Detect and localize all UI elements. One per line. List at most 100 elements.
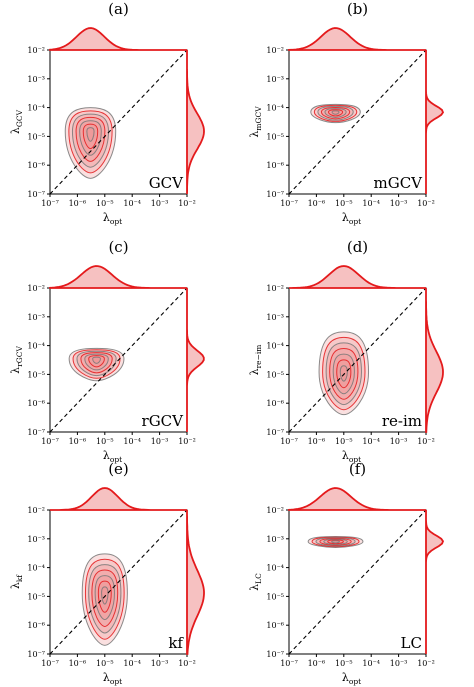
identity-line xyxy=(50,50,187,194)
x-tick-label: 10⁻² xyxy=(178,437,196,446)
y-axis-label-sub: mGCV xyxy=(254,106,263,131)
x-axis-label-sub: opt xyxy=(110,455,122,464)
plot-area xyxy=(289,510,426,654)
y-tick-label: 10⁻⁷ xyxy=(27,650,45,659)
x-axis-label-sub: opt xyxy=(110,217,122,226)
x-tick-label: 10⁻³ xyxy=(390,199,408,208)
y-tick-label: 10⁻⁵ xyxy=(27,370,45,379)
x-axis-label-sub: opt xyxy=(349,677,361,686)
x-axis-label-sub: opt xyxy=(349,217,361,226)
plot-area xyxy=(50,510,187,654)
panel-label: (e) xyxy=(108,460,129,478)
y-tick-label: 10⁻⁷ xyxy=(266,650,284,659)
y-tick-label: 10⁻⁴ xyxy=(27,564,45,573)
x-marginal-density xyxy=(288,27,426,51)
y-marginal-density xyxy=(186,288,205,432)
y-tick-label: 10⁻³ xyxy=(266,75,284,84)
x-tick-label: 10⁻⁶ xyxy=(69,199,87,208)
density-contour xyxy=(92,356,101,364)
x-tick-label: 10⁻³ xyxy=(151,437,169,446)
x-axis-label: λopt xyxy=(103,671,122,686)
x-marginal-density xyxy=(288,487,426,511)
x-tick-label: 10⁻⁴ xyxy=(362,659,380,668)
plot-area xyxy=(50,50,187,194)
x-tick-label: 10⁻³ xyxy=(390,437,408,446)
y-tick-label: 10⁻⁵ xyxy=(266,370,284,379)
x-tick-label: 10⁻³ xyxy=(151,659,169,668)
x-tick-label: 10⁻⁶ xyxy=(308,659,326,668)
y-tick-label: 10⁻³ xyxy=(266,535,284,544)
x-tick-label: 10⁻² xyxy=(178,659,196,668)
method-label: re-im xyxy=(382,412,422,430)
identity-line xyxy=(289,510,426,654)
y-tick-label: 10⁻² xyxy=(266,506,284,515)
method-label: LC xyxy=(401,634,422,652)
y-tick-label: 10⁻² xyxy=(266,284,284,293)
density-contour xyxy=(84,353,109,371)
x-tick-label: 10⁻⁷ xyxy=(280,659,298,668)
y-tick-label: 10⁻² xyxy=(27,284,45,293)
x-tick-label: 10⁻⁴ xyxy=(123,659,141,668)
y-tick-label: 10⁻⁵ xyxy=(27,592,45,601)
y-axis-label: λGCV xyxy=(9,109,24,134)
density-contour xyxy=(313,104,358,122)
y-tick-label: 10⁻⁶ xyxy=(27,161,45,170)
density-contour xyxy=(68,347,125,382)
x-tick-label: 10⁻⁶ xyxy=(69,659,87,668)
x-tick-label: 10⁻² xyxy=(178,199,196,208)
y-tick-label: 10⁻² xyxy=(27,506,45,515)
y-marginal-density xyxy=(425,288,444,433)
method-label: kf xyxy=(168,634,184,652)
density-contour xyxy=(94,575,115,621)
panel-2: (b) 10⁻⁷10⁻⁷ 10⁻⁶ 10⁻⁶ 10⁻⁵ 10⁻⁵ 10⁻⁴ 10⁻⁴ 10⁻³ 1… xyxy=(248,0,445,226)
x-tick-label: 10⁻⁷ xyxy=(41,437,59,446)
panel-3: (c) 10⁻⁷10⁻⁷ 10⁻⁶ 10⁻⁶ 10⁻⁵ 10⁻⁵ 10⁻⁴ 10⁻⁴ 10⁻³ 1… xyxy=(9,238,205,464)
y-tick-label: 10⁻⁷ xyxy=(27,428,45,437)
y-marginal-density xyxy=(186,510,205,655)
panel-label: (f) xyxy=(349,460,366,478)
y-tick-label: 10⁻⁶ xyxy=(266,161,284,170)
x-marginal-density xyxy=(49,27,187,51)
y-tick-label: 10⁻⁶ xyxy=(27,621,45,630)
density-contour xyxy=(84,558,125,640)
identity-line xyxy=(50,288,187,432)
x-marginal-density xyxy=(49,265,187,289)
y-tick-label: 10⁻⁷ xyxy=(27,190,45,199)
x-axis-label-sub: opt xyxy=(110,677,122,686)
y-axis-label-sub: GCV xyxy=(15,109,24,127)
density-contour xyxy=(322,336,366,411)
x-tick-label: 10⁻⁴ xyxy=(362,199,380,208)
y-tick-label: 10⁻² xyxy=(266,46,284,55)
panel-6: (f) 10⁻⁷10⁻⁷ 10⁻⁶ 10⁻⁶ 10⁻⁵ 10⁻⁵ 10⁻⁴ 10⁻⁴ 10⁻³ 1… xyxy=(248,460,445,686)
y-tick-label: 10⁻³ xyxy=(266,313,284,322)
y-tick-label: 10⁻⁵ xyxy=(266,132,284,141)
method-label: mGCV xyxy=(373,174,423,192)
y-tick-label: 10⁻⁷ xyxy=(266,190,284,199)
y-marginal-density xyxy=(425,50,445,194)
y-tick-label: 10⁻⁴ xyxy=(27,104,45,113)
y-tick-label: 10⁻⁴ xyxy=(266,564,284,573)
x-tick-label: 10⁻⁵ xyxy=(335,199,353,208)
x-tick-label: 10⁻³ xyxy=(390,659,408,668)
panel-label: (d) xyxy=(347,238,368,256)
y-tick-label: 10⁻⁶ xyxy=(266,621,284,630)
identity-line xyxy=(50,510,187,654)
x-tick-label: 10⁻⁷ xyxy=(41,199,59,208)
identity-line xyxy=(289,50,426,194)
identity-line xyxy=(289,288,426,432)
x-tick-label: 10⁻² xyxy=(417,199,435,208)
density-contour xyxy=(324,108,347,118)
y-axis-label: λmGCV xyxy=(248,106,263,138)
density-contour xyxy=(339,365,348,382)
density-contour xyxy=(81,553,128,646)
y-tick-label: 10⁻⁵ xyxy=(266,592,284,601)
y-axis-label: λre−im xyxy=(248,345,263,376)
y-tick-label: 10⁻³ xyxy=(27,313,45,322)
x-tick-label: 10⁻⁷ xyxy=(41,659,59,668)
density-contour xyxy=(86,127,95,142)
x-tick-label: 10⁻⁵ xyxy=(96,199,114,208)
x-tick-label: 10⁻⁵ xyxy=(335,437,353,446)
method-label: rGCV xyxy=(142,412,185,430)
y-tick-label: 10⁻⁶ xyxy=(266,399,284,408)
